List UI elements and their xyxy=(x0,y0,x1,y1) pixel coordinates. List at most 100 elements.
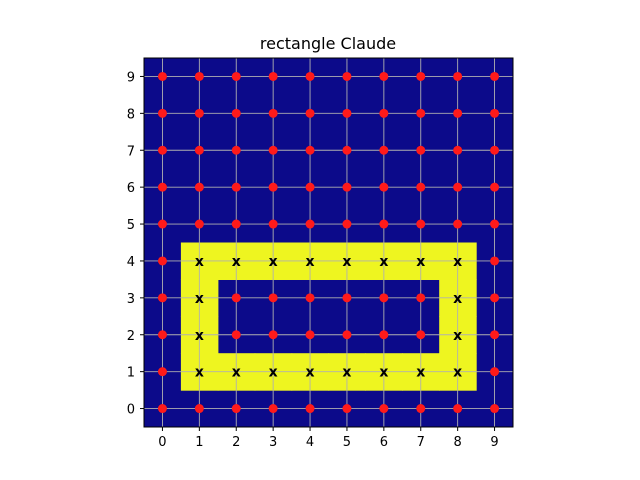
data-point xyxy=(453,71,463,81)
x-marker: x xyxy=(269,365,278,381)
x-tick-label: 9 xyxy=(490,435,498,450)
data-point xyxy=(379,71,389,81)
data-point xyxy=(490,71,500,81)
data-point xyxy=(194,71,204,81)
x-marker: x xyxy=(195,328,204,344)
data-point xyxy=(268,108,278,118)
data-point xyxy=(231,182,241,192)
data-point xyxy=(490,404,500,414)
data-point xyxy=(231,71,241,81)
data-point xyxy=(157,367,167,377)
data-point xyxy=(231,404,241,414)
y-axis: 0 1 2 3 4 5 6 7 8 9 xyxy=(127,70,144,418)
data-point xyxy=(379,145,389,155)
data-point xyxy=(305,219,315,229)
data-point xyxy=(157,219,167,229)
data-point xyxy=(342,404,352,414)
x-tick-label: 6 xyxy=(380,435,388,450)
x-marker: x xyxy=(453,365,462,381)
data-point xyxy=(342,71,352,81)
x-marker: x xyxy=(232,254,241,270)
data-point xyxy=(453,404,463,414)
x-marker: x xyxy=(195,365,204,381)
data-point xyxy=(490,182,500,192)
y-tick-label: 5 xyxy=(127,218,135,233)
x-marker: x xyxy=(269,254,278,270)
data-point xyxy=(157,71,167,81)
data-point xyxy=(231,330,241,340)
x-tick-label: 4 xyxy=(306,435,314,450)
data-point xyxy=(490,367,500,377)
data-point xyxy=(194,404,204,414)
data-point xyxy=(305,330,315,340)
x-tick-label: 8 xyxy=(454,435,462,450)
data-point xyxy=(268,71,278,81)
data-point xyxy=(268,182,278,192)
data-point xyxy=(453,145,463,155)
x-marker: x xyxy=(453,254,462,270)
data-point xyxy=(490,330,500,340)
data-point xyxy=(342,108,352,118)
data-point xyxy=(342,145,352,155)
data-point xyxy=(157,293,167,303)
data-point xyxy=(379,108,389,118)
x-tick-label: 1 xyxy=(195,435,203,450)
data-point xyxy=(194,108,204,118)
data-point xyxy=(231,293,241,303)
data-point xyxy=(416,404,426,414)
x-marker: x xyxy=(232,365,241,381)
data-point xyxy=(453,108,463,118)
x-marker: x xyxy=(416,254,425,270)
data-point xyxy=(416,71,426,81)
data-point xyxy=(379,330,389,340)
x-marker: x xyxy=(195,254,204,270)
data-point xyxy=(157,108,167,118)
data-point xyxy=(194,145,204,155)
data-point xyxy=(305,108,315,118)
data-point xyxy=(490,256,500,266)
data-point xyxy=(453,219,463,229)
data-point xyxy=(157,256,167,266)
y-tick-label: 2 xyxy=(127,329,135,344)
data-point xyxy=(268,404,278,414)
data-point xyxy=(305,182,315,192)
data-point xyxy=(416,219,426,229)
x-axis: 0 1 2 3 4 5 6 7 8 9 xyxy=(158,427,499,450)
data-point xyxy=(194,182,204,192)
x-marker: x xyxy=(342,254,351,270)
y-tick-label: 7 xyxy=(127,144,135,159)
x-marker: x xyxy=(416,365,425,381)
x-marker: x xyxy=(342,365,351,381)
y-tick-label: 8 xyxy=(127,107,135,122)
data-point xyxy=(490,108,500,118)
data-point xyxy=(490,293,500,303)
data-point xyxy=(268,219,278,229)
x-marker: x xyxy=(195,291,204,307)
y-tick-label: 6 xyxy=(127,181,135,196)
data-point xyxy=(305,145,315,155)
y-tick-label: 0 xyxy=(127,403,135,418)
data-point xyxy=(231,108,241,118)
data-point xyxy=(416,330,426,340)
data-point xyxy=(416,293,426,303)
data-point xyxy=(342,182,352,192)
x-tick-label: 0 xyxy=(158,435,166,450)
data-point xyxy=(416,182,426,192)
x-marker: x xyxy=(306,365,315,381)
x-tick-label: 7 xyxy=(417,435,425,450)
data-point xyxy=(379,293,389,303)
data-point xyxy=(157,330,167,340)
x-tick-label: 2 xyxy=(232,435,240,450)
data-point xyxy=(231,219,241,229)
data-point xyxy=(490,145,500,155)
data-point xyxy=(231,145,241,155)
data-point xyxy=(416,108,426,118)
data-point xyxy=(342,330,352,340)
data-point xyxy=(157,182,167,192)
x-marker: x xyxy=(379,365,388,381)
y-tick-label: 4 xyxy=(127,255,135,270)
x-marker: x xyxy=(453,328,462,344)
data-point xyxy=(379,182,389,192)
x-marker: x xyxy=(379,254,388,270)
